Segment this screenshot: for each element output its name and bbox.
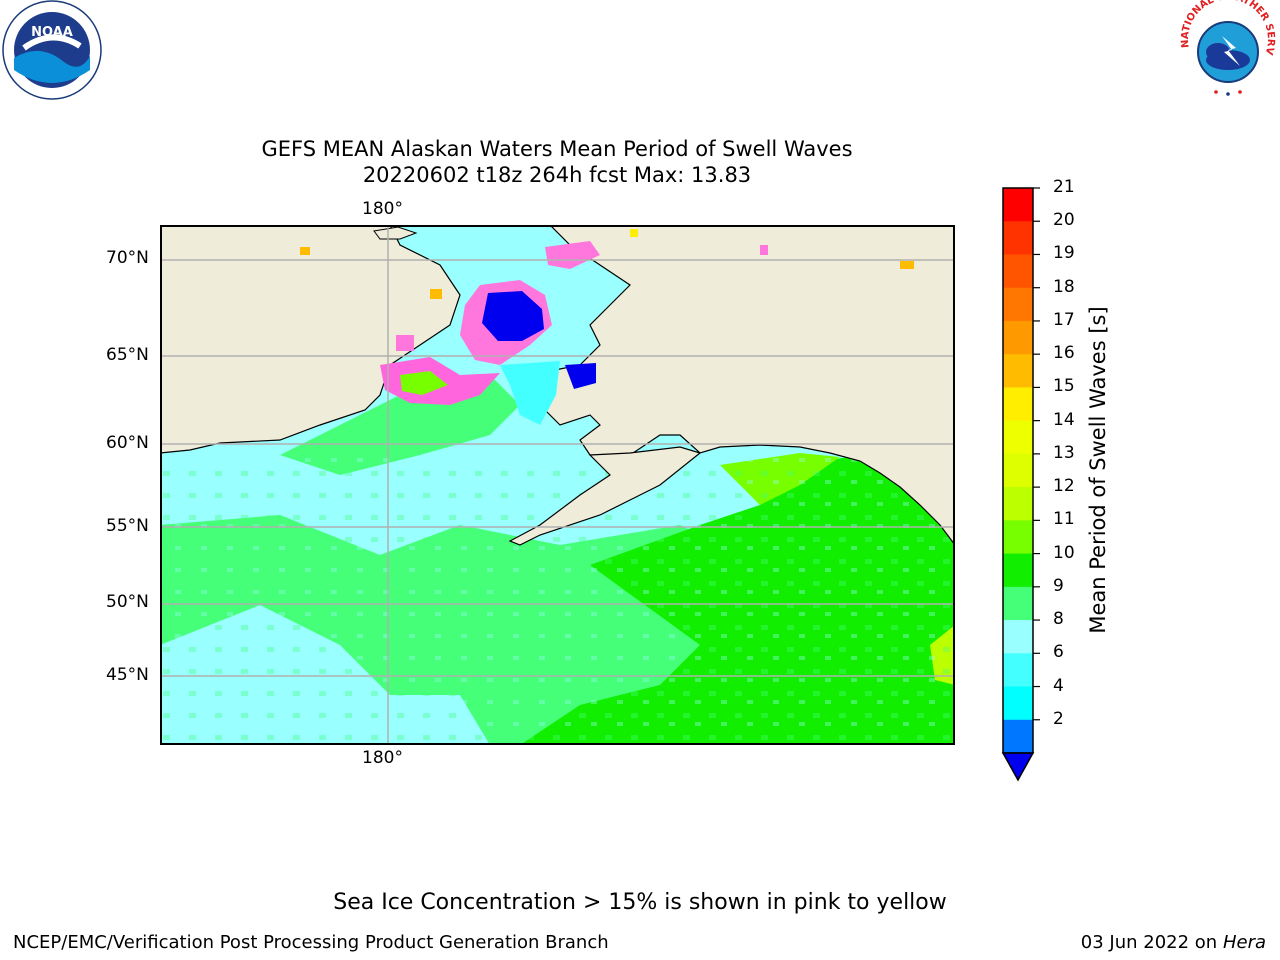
map-frame [160, 225, 955, 745]
sea-ice-edge-north-1 [300, 247, 310, 255]
sea-ice-edge-north-5 [900, 261, 914, 269]
land-alaska-peninsula [508, 446, 702, 546]
land-wrangel-island [373, 226, 418, 240]
colorbar-tick-label: 12 [1053, 476, 1075, 497]
chart-subtitle: 20220602 t18z 264h fcst Max: 13.83 [362, 163, 752, 187]
latitude-label-45: 45°N [106, 665, 149, 685]
ice-blue-zone [500, 361, 560, 425]
ice-free-norton-sound [565, 363, 596, 389]
sea-ice-edge-north-4 [760, 245, 768, 255]
colorbar-segment [1003, 354, 1033, 388]
noaa-logo: NOAA [2, 0, 102, 100]
latitude-label-70: 70°N [106, 248, 149, 268]
colorbar-segment [1003, 653, 1033, 688]
date-line: 03 Jun 2022 on Hera [1081, 932, 1266, 953]
colorbar-tick-label: 2 [1053, 708, 1064, 729]
colorbar-tick-label: 16 [1053, 343, 1075, 364]
colorbar-tick-label: 13 [1053, 442, 1075, 463]
sea-ice-edge-north-3 [630, 229, 638, 237]
colorbar-segment [1003, 620, 1033, 654]
colorbar-tick-label: 6 [1053, 642, 1064, 663]
colorbar-segment [1003, 520, 1033, 555]
colorbar-segment [1003, 320, 1033, 355]
sea-ice-note: Sea Ice Concentration > 15% is shown in … [333, 890, 947, 915]
ice-free-core-chukchi [482, 291, 544, 341]
colorbar-segment [1003, 287, 1033, 322]
graticule [160, 225, 955, 745]
colorbar-segment [1003, 221, 1033, 255]
colorbar-tick-label: 19 [1053, 243, 1075, 264]
colorbar-segment [1003, 420, 1033, 455]
colorbar [1001, 187, 1040, 782]
credit-line: NCEP/EMC/Verification Post Processing Pr… [13, 932, 609, 953]
colorbar-tick-label: 20 [1053, 210, 1075, 231]
colorbar-tick-label: 9 [1053, 575, 1064, 596]
colorbar-segment [1003, 487, 1033, 521]
colorbar-tick-label: 21 [1053, 177, 1075, 197]
colorbar-tick-label: 8 [1053, 609, 1064, 630]
host-name: Hera [1222, 932, 1266, 953]
longitude-label-bottom: 180° [362, 748, 403, 768]
colorbar-segment [1003, 453, 1033, 488]
colorbar-label: Mean Period of Swell Waves [s] [1086, 306, 1110, 634]
longitude-label-top: 180° [362, 199, 403, 219]
colorbar-segment [1003, 586, 1033, 621]
nws-logo: NATIONAL WEATHER SERVICE [1178, 0, 1276, 96]
colorbar-segment [1003, 188, 1033, 222]
colorbar-tick-label: 18 [1053, 276, 1075, 297]
colorbar-tick-label: 10 [1053, 542, 1075, 563]
latitude-label-55: 55°N [106, 516, 149, 536]
latitude-label-50: 50°N [106, 592, 149, 612]
colorbar-frame [1002, 187, 1034, 754]
latitude-label-65: 65°N [106, 345, 149, 365]
sea-ice-beaufort [545, 241, 600, 269]
run-date: 03 Jun 2022 on [1080, 932, 1218, 953]
sea-ice-edge-west [396, 335, 414, 351]
swell-texture [160, 455, 955, 745]
colorbar-segment [1003, 553, 1033, 588]
colorbar-segment [1003, 387, 1033, 422]
colorbar-tick-label: 14 [1053, 409, 1075, 430]
colorbar-extend-arrow [1001, 752, 1035, 782]
colorbar-tick-label: 17 [1053, 309, 1075, 330]
colorbar-segment [1003, 254, 1033, 289]
map-panel [160, 225, 955, 745]
colorbar-tick-label: 11 [1053, 509, 1075, 530]
colorbar-tick-label: 15 [1053, 376, 1075, 397]
sea-ice-edge-north-2 [430, 289, 442, 299]
colorbar-tick-label: 4 [1053, 675, 1064, 696]
colorbar-segment [1003, 686, 1033, 721]
latitude-label-60: 60°N [106, 433, 149, 453]
noaa-logo-text: NOAA [31, 25, 73, 40]
chart-title: GEFS MEAN Alaskan Waters Mean Period of … [261, 137, 853, 161]
sea-ice-bering-green [400, 371, 448, 395]
colorbar-segment [1003, 719, 1033, 754]
